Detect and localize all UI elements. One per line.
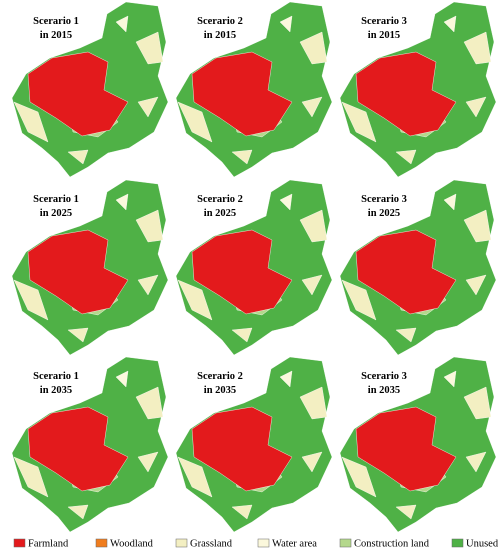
- legend: Farmland Woodland Grassland Water area Const…: [13, 538, 500, 549]
- land-use-map: [11, 2, 168, 177]
- legend-swatch: [13, 538, 26, 548]
- map-panel: Scerario 2 in 2025: [175, 180, 332, 355]
- legend-label: Grassland: [190, 538, 233, 549]
- map-panel: Scerario 1 in 2025: [11, 180, 168, 355]
- panel-scenario: Scerario 1: [33, 194, 79, 205]
- legend-swatch: [451, 538, 464, 548]
- map-panel: Scerario 2 in 2035: [175, 357, 332, 532]
- panel-year: in 2015: [40, 30, 72, 41]
- map-panel: Scerario 2 in 2015: [175, 2, 332, 177]
- panel-scenario: Scerario 3: [361, 371, 407, 382]
- panel-year: in 2035: [204, 385, 236, 396]
- legend-swatch: [257, 538, 270, 548]
- map-panel: Scerario 3 in 2035: [339, 357, 496, 532]
- legend-label: Farmland: [28, 538, 69, 549]
- map-panel: Scerario 3 in 2025: [339, 180, 496, 355]
- legend-swatch: [339, 538, 352, 548]
- panel-scenario: Scerario 2: [197, 194, 243, 205]
- land-use-map: [339, 357, 496, 532]
- panel-year: in 2025: [204, 208, 236, 219]
- panel-scenario: Scerario 1: [33, 16, 79, 27]
- legend-label: Water area: [272, 538, 317, 549]
- land-use-map: [175, 180, 332, 355]
- panel-scenario: Scerario 3: [361, 194, 407, 205]
- land-use-map: [175, 2, 332, 177]
- legend-label: Unused land: [466, 538, 500, 549]
- map-panel: Scerario 1 in 2015: [11, 2, 168, 177]
- panel-scenario: Scerario 2: [197, 371, 243, 382]
- panel-year: in 2015: [368, 30, 400, 41]
- land-use-map: [339, 180, 496, 355]
- land-use-map: [11, 180, 168, 355]
- panel-year: in 2025: [368, 208, 400, 219]
- panel-scenario: Scerario 2: [197, 16, 243, 27]
- land-use-map: [11, 357, 168, 532]
- land-use-map: [339, 2, 496, 177]
- legend-swatch: [175, 538, 188, 548]
- map-panel: Scerario 3 in 2015: [339, 2, 496, 177]
- legend-label: Construction land: [354, 538, 430, 549]
- land-use-map: [175, 357, 332, 532]
- panel-scenario: Scerario 1: [33, 371, 79, 382]
- panel-year: in 2015: [204, 30, 236, 41]
- panel-year: in 2035: [40, 385, 72, 396]
- legend-swatch: [95, 538, 108, 548]
- panel-year: in 2025: [40, 208, 72, 219]
- map-panel: Scerario 1 in 2035: [11, 357, 168, 532]
- legend-label: Woodland: [110, 538, 154, 549]
- panel-scenario: Scerario 3: [361, 16, 407, 27]
- panel-year: in 2035: [368, 385, 400, 396]
